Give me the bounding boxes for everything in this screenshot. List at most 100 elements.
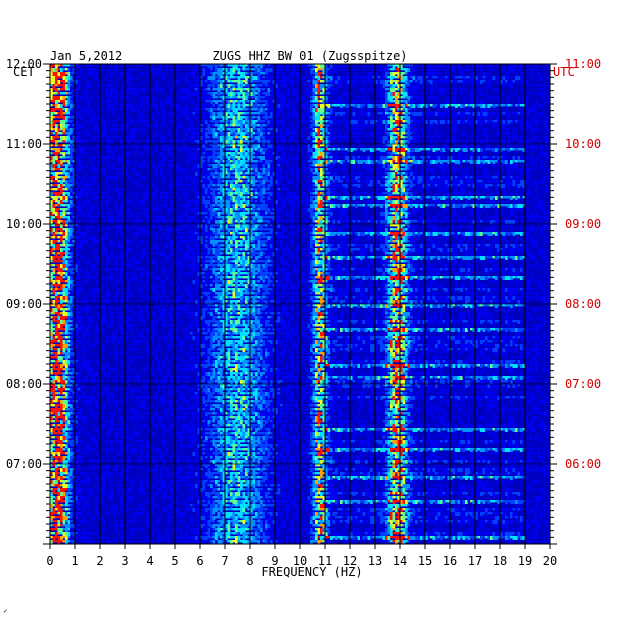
heatmap-cell: [260, 124, 263, 128]
heatmap-cell: [402, 108, 406, 111]
heatmap-cell: [72, 72, 76, 75]
heatmap-cell: [155, 120, 158, 123]
heatmap-cell: [260, 72, 263, 75]
heatmap-cell: [482, 76, 486, 79]
heatmap-cell: [130, 120, 133, 124]
heatmap-cell: [330, 104, 333, 107]
heatmap-cell: [472, 80, 476, 83]
heatmap-cell: [532, 76, 536, 79]
heatmap-cell: [402, 176, 406, 180]
heatmap-cell: [392, 112, 396, 115]
heatmap-cell: [505, 196, 508, 199]
heatmap-cell: [437, 80, 441, 83]
heatmap-cell: [492, 180, 496, 183]
heatmap-cell: [170, 88, 173, 91]
heatmap-cell: [492, 112, 496, 115]
heatmap-cell: [290, 164, 293, 167]
heatmap-cell: [175, 128, 178, 132]
heatmap-cell: [95, 148, 98, 151]
heatmap-cell: [350, 180, 353, 183]
heatmap-cell: [517, 168, 521, 171]
heatmap-cell: [315, 64, 318, 67]
heatmap-cell: [452, 92, 456, 95]
heatmap-cell: [470, 92, 473, 96]
heatmap-cell: [320, 180, 323, 183]
heatmap-cell: [200, 92, 203, 95]
heatmap-cell: [452, 68, 456, 72]
heatmap-cell: [472, 184, 476, 188]
heatmap-cell: [310, 200, 313, 203]
heatmap-cell: [527, 172, 531, 176]
heatmap-cell: [492, 76, 496, 80]
heatmap-cell: [232, 176, 236, 180]
heatmap-cell: [65, 200, 68, 203]
heatmap-cell: [167, 160, 171, 163]
heatmap-cell: [197, 140, 201, 144]
heatmap-cell: [367, 176, 371, 180]
heatmap-cell: [487, 144, 491, 148]
heatmap-cell: [320, 72, 323, 75]
heatmap-cell: [355, 120, 358, 124]
heatmap-cell: [390, 192, 393, 196]
heatmap-cell: [457, 204, 461, 208]
heatmap-cell: [277, 156, 281, 159]
heatmap-cell: [222, 172, 226, 176]
heatmap-cell: [357, 156, 361, 159]
heatmap-cell: [195, 192, 198, 196]
heatmap-cell: [165, 64, 168, 67]
heatmap-cell: [267, 116, 271, 119]
heatmap-cell: [92, 204, 96, 207]
heatmap-cell: [440, 196, 443, 200]
heatmap-cell: [412, 184, 416, 187]
heatmap-cell: [60, 176, 63, 179]
heatmap-cell: [100, 64, 103, 67]
heatmap-cell: [312, 80, 316, 84]
heatmap-cell: [327, 136, 331, 139]
heatmap-cell: [382, 200, 386, 204]
heatmap-cell: [517, 160, 521, 163]
heatmap-cell: [232, 116, 236, 120]
heatmap-cell: [150, 140, 153, 143]
heatmap-cell: [310, 100, 313, 103]
heatmap-cell: [217, 188, 221, 191]
heatmap-cell: [352, 196, 356, 200]
heatmap-cell: [487, 172, 491, 176]
heatmap-cell: [370, 196, 373, 199]
heatmap-cell: [430, 68, 433, 72]
heatmap-cell: [92, 148, 96, 151]
heatmap-cell: [215, 208, 218, 211]
heatmap-cell: [500, 164, 503, 168]
heatmap-cell: [357, 204, 361, 207]
heatmap-cell: [290, 72, 293, 76]
heatmap-cell: [367, 196, 371, 199]
heatmap-cell: [370, 72, 373, 76]
heatmap-cell: [407, 76, 411, 80]
heatmap-cell: [505, 204, 508, 207]
heatmap-cell: [252, 168, 256, 171]
heatmap-cell: [525, 108, 528, 111]
heatmap-cell: [127, 72, 131, 76]
heatmap-cell: [115, 188, 118, 192]
heatmap-cell: [292, 116, 296, 119]
heatmap-cell: [260, 172, 263, 176]
heatmap-cell: [215, 172, 218, 175]
heatmap-cell: [247, 168, 251, 172]
heatmap-cell: [325, 112, 328, 115]
heatmap-cell: [320, 148, 323, 152]
heatmap-cell: [227, 124, 231, 127]
heatmap-cell: [447, 172, 451, 175]
heatmap-cell: [457, 64, 461, 68]
heatmap-cell: [240, 204, 243, 208]
heatmap-cell: [250, 84, 253, 87]
heatmap-cell: [312, 168, 316, 171]
heatmap-cell: [312, 104, 316, 107]
heatmap-cell: [392, 176, 396, 179]
heatmap-cell: [432, 180, 436, 184]
heatmap-cell: [215, 148, 218, 151]
heatmap-cell: [82, 148, 86, 151]
heatmap-cell: [67, 108, 71, 112]
heatmap-cell: [240, 200, 243, 204]
heatmap-cell: [272, 108, 276, 112]
heatmap-cell: [400, 172, 403, 176]
heatmap-cell: [315, 128, 318, 132]
